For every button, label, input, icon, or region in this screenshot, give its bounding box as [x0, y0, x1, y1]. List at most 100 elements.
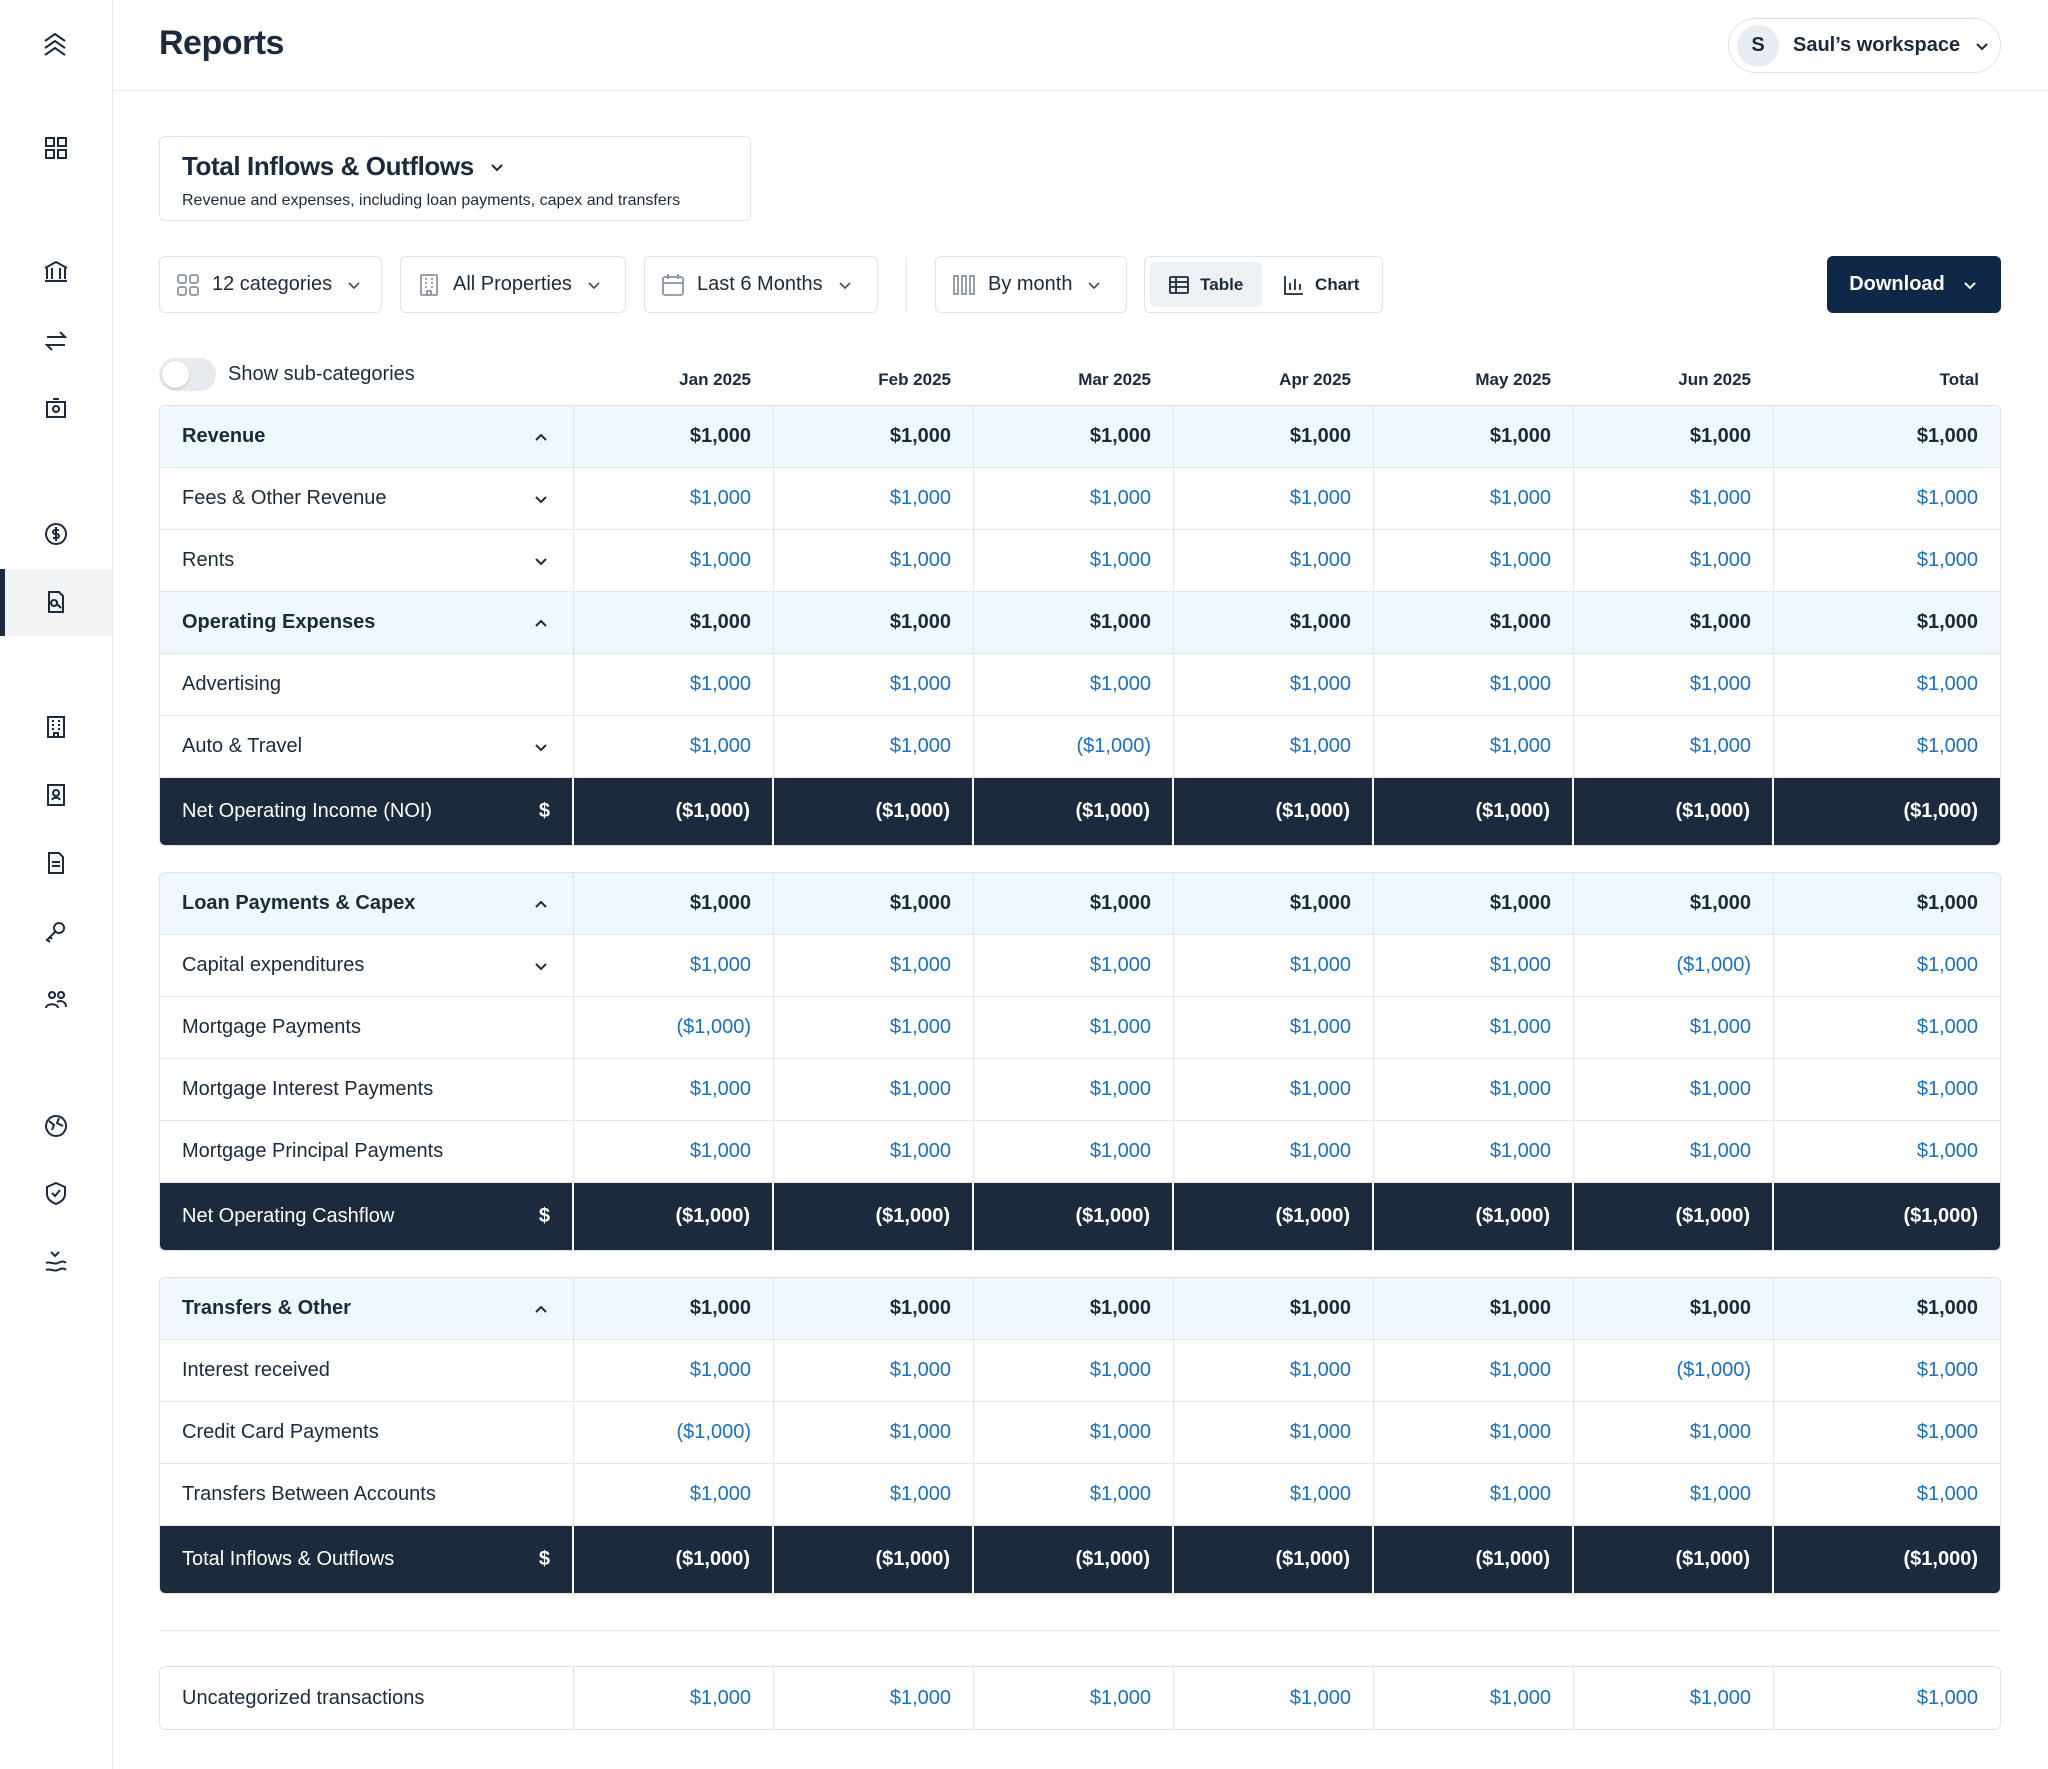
nav-item[interactable] — [0, 582, 112, 622]
item-value[interactable]: $1,000 — [1374, 716, 1574, 777]
item-value[interactable]: $1,000 — [1574, 1464, 1774, 1525]
item-value[interactable]: $1,000 — [974, 1464, 1174, 1525]
table-view[interactable]: Table — [1150, 262, 1262, 307]
item-value[interactable]: $1,000 — [1574, 654, 1774, 715]
item-value[interactable]: ($1,000) — [574, 997, 774, 1058]
item-value[interactable]: $1,000 — [1374, 1402, 1574, 1463]
item-value[interactable]: $1,000 — [1574, 1402, 1774, 1463]
item-value[interactable]: $1,000 — [1374, 1464, 1574, 1525]
item-value[interactable]: $1,000 — [574, 935, 774, 996]
toggle-switch[interactable] — [159, 358, 216, 391]
item-value[interactable]: $1,000 — [1916, 549, 1978, 571]
item-value[interactable]: $1,000 — [1916, 1078, 1978, 1100]
item-row[interactable]: Auto & Travel $1,000 $1,000 ($1,000) $1,000 $… — [160, 716, 2000, 778]
item-row[interactable]: Capital expenditures $1,000 $1,000 $1,000 $1… — [160, 935, 2000, 997]
item-value[interactable]: $1,000 — [1916, 1359, 1978, 1381]
item-value[interactable]: $1,000 — [574, 1464, 774, 1525]
group-row[interactable]: Loan Payments & Capex $1,000 $1,000 $1,000 $… — [160, 873, 2000, 935]
category-filter[interactable]: 12 categories — [159, 256, 382, 313]
group-row[interactable]: Transfers & Other $1,000 $1,000 $1,000 $1,00… — [160, 1278, 2000, 1340]
item-value[interactable]: $1,000 — [1174, 530, 1374, 591]
item-value[interactable]: $1,000 — [1374, 1340, 1574, 1401]
item-value[interactable]: $1,000 — [1574, 1667, 1774, 1729]
item-value[interactable]: $1,000 — [1374, 997, 1574, 1058]
report-selector[interactable]: Total Inflows & Outflows Revenue and exp… — [159, 136, 751, 221]
item-value[interactable]: $1,000 — [1574, 468, 1774, 529]
item-value[interactable]: $1,000 — [574, 1667, 774, 1729]
item-value[interactable]: $1,000 — [1174, 935, 1374, 996]
date-filter[interactable]: Last 6 Months — [644, 256, 878, 313]
download-button[interactable]: Download — [1827, 256, 2001, 313]
item-value[interactable]: $1,000 — [1574, 1059, 1774, 1120]
nav-item[interactable] — [0, 1106, 112, 1146]
group-row[interactable]: Revenue $1,000 $1,000 $1,000 $1,000 $1,000 $1,… — [160, 406, 2000, 468]
item-value[interactable]: $1,000 — [1374, 935, 1574, 996]
item-value[interactable]: $1,000 — [1174, 1402, 1374, 1463]
item-row[interactable]: Fees & Other Revenue $1,000 $1,000 $1,000 $1… — [160, 468, 2000, 530]
item-value[interactable]: $1,000 — [1574, 716, 1774, 777]
item-value[interactable]: $1,000 — [1374, 1121, 1574, 1182]
item-value[interactable]: $1,000 — [774, 1059, 974, 1120]
item-value[interactable]: $1,000 — [1916, 1483, 1978, 1505]
item-value[interactable]: $1,000 — [774, 1121, 974, 1182]
item-value[interactable]: ($1,000) — [574, 1402, 774, 1463]
item-value[interactable]: $1,000 — [574, 716, 774, 777]
chart-view[interactable]: Chart — [1266, 262, 1378, 307]
item-value[interactable]: $1,000 — [1374, 1667, 1574, 1729]
item-value[interactable]: $1,000 — [974, 530, 1174, 591]
item-value[interactable]: $1,000 — [1916, 1140, 1978, 1162]
nav-item[interactable] — [0, 912, 112, 952]
item-value[interactable]: $1,000 — [974, 1340, 1174, 1401]
item-value[interactable]: $1,000 — [574, 530, 774, 591]
item-value[interactable]: $1,000 — [974, 1667, 1174, 1729]
item-value[interactable]: ($1,000) — [1574, 935, 1774, 996]
item-value[interactable]: $1,000 — [774, 1464, 974, 1525]
nav-item[interactable] — [0, 389, 112, 429]
item-value[interactable]: $1,000 — [574, 654, 774, 715]
item-value[interactable]: $1,000 — [974, 1402, 1174, 1463]
item-value[interactable]: $1,000 — [1916, 954, 1978, 976]
item-value[interactable]: $1,000 — [974, 1121, 1174, 1182]
item-value[interactable]: $1,000 — [1574, 997, 1774, 1058]
item-value[interactable]: $1,000 — [1374, 530, 1574, 591]
nav-item[interactable] — [0, 1242, 112, 1282]
item-value[interactable]: $1,000 — [1574, 1121, 1774, 1182]
item-value[interactable]: $1,000 — [1174, 1667, 1374, 1729]
item-value[interactable]: $1,000 — [774, 1667, 974, 1729]
nav-item[interactable] — [0, 775, 112, 815]
item-value[interactable]: ($1,000) — [974, 716, 1174, 777]
nav-item[interactable] — [0, 1174, 112, 1214]
item-value[interactable]: $1,000 — [1374, 654, 1574, 715]
item-value[interactable]: $1,000 — [974, 935, 1174, 996]
group-row[interactable]: Operating Expenses $1,000 $1,000 $1,000 $1,0… — [160, 592, 2000, 654]
item-value[interactable]: $1,000 — [774, 1340, 974, 1401]
item-value[interactable]: $1,000 — [1916, 673, 1978, 695]
item-value[interactable]: $1,000 — [774, 654, 974, 715]
item-value[interactable]: $1,000 — [1174, 468, 1374, 529]
item-value[interactable]: $1,000 — [1916, 1686, 1978, 1709]
item-value[interactable]: $1,000 — [1916, 735, 1978, 757]
item-value[interactable]: $1,000 — [1174, 716, 1374, 777]
item-value[interactable]: $1,000 — [1374, 1059, 1574, 1120]
item-value[interactable]: $1,000 — [974, 468, 1174, 529]
item-value[interactable]: $1,000 — [974, 997, 1174, 1058]
item-value[interactable]: $1,000 — [774, 468, 974, 529]
nav-item[interactable] — [0, 843, 112, 883]
item-value[interactable]: $1,000 — [1916, 487, 1978, 509]
nav-item[interactable] — [0, 707, 112, 747]
item-value[interactable]: $1,000 — [1916, 1016, 1978, 1038]
item-value[interactable]: $1,000 — [574, 468, 774, 529]
item-value[interactable]: $1,000 — [1174, 1059, 1374, 1120]
item-value[interactable]: $1,000 — [974, 654, 1174, 715]
item-value[interactable]: $1,000 — [1374, 468, 1574, 529]
item-row[interactable]: Rents $1,000 $1,000 $1,000 $1,000 $1,000 $1,00… — [160, 530, 2000, 592]
group-by[interactable]: By month — [935, 256, 1127, 313]
item-value[interactable]: $1,000 — [1174, 1464, 1374, 1525]
item-value[interactable]: $1,000 — [774, 997, 974, 1058]
property-filter[interactable]: All Properties — [400, 256, 626, 313]
item-value[interactable]: $1,000 — [774, 1402, 974, 1463]
nav-item[interactable] — [0, 514, 112, 554]
item-value[interactable]: $1,000 — [1574, 530, 1774, 591]
item-value[interactable]: $1,000 — [974, 1059, 1174, 1120]
item-value[interactable]: $1,000 — [574, 1121, 774, 1182]
